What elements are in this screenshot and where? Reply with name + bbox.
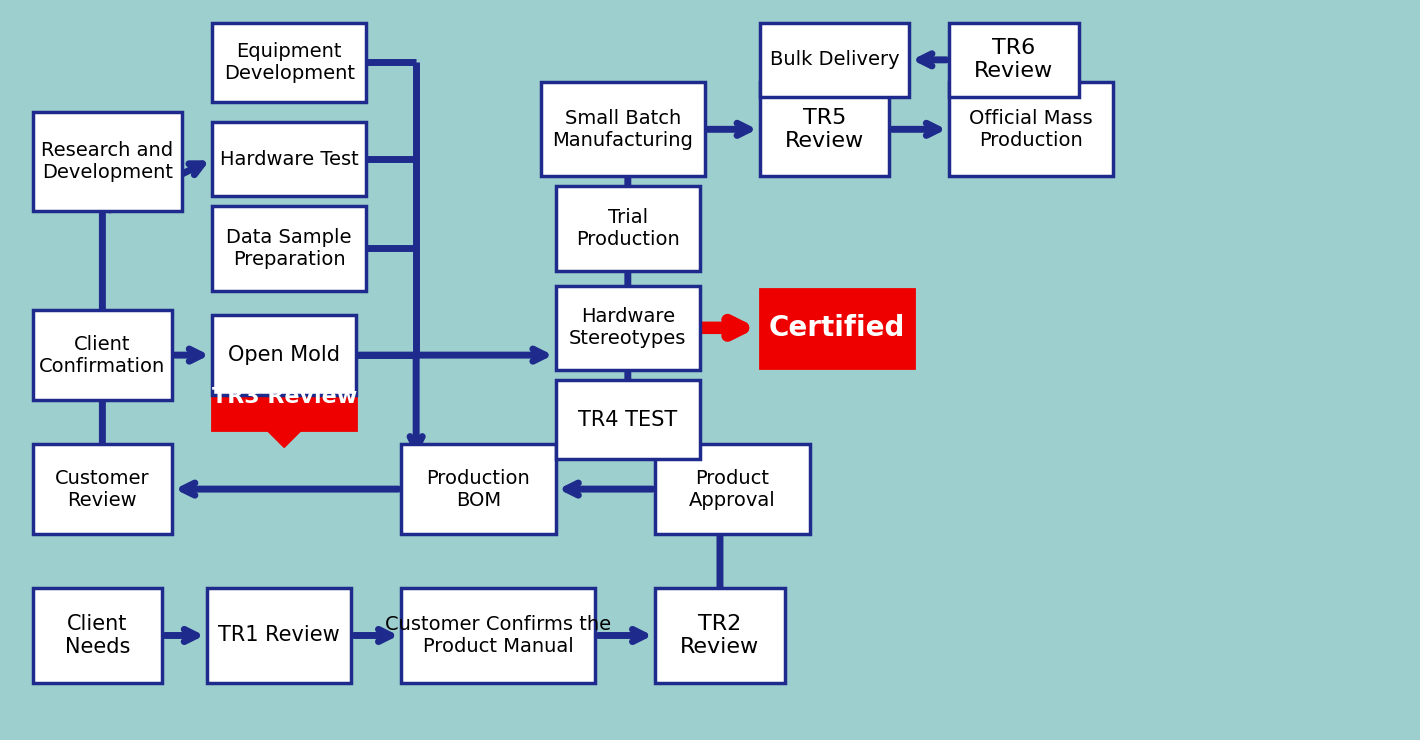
FancyBboxPatch shape	[207, 588, 351, 682]
Text: TR6
Review: TR6 Review	[974, 38, 1054, 81]
FancyBboxPatch shape	[760, 23, 909, 97]
Text: Client
Confirmation: Client Confirmation	[40, 334, 166, 376]
FancyBboxPatch shape	[33, 445, 172, 534]
Text: TR1 Review: TR1 Review	[219, 625, 339, 645]
FancyBboxPatch shape	[949, 82, 1113, 176]
Text: TR4 TEST: TR4 TEST	[578, 410, 677, 430]
FancyBboxPatch shape	[212, 23, 366, 102]
FancyBboxPatch shape	[949, 23, 1079, 97]
Text: Hardware
Stereotypes: Hardware Stereotypes	[569, 307, 686, 349]
Text: Trial
Production: Trial Production	[577, 208, 680, 249]
Text: Research and
Development: Research and Development	[41, 141, 173, 182]
Text: Client
Needs: Client Needs	[65, 614, 131, 657]
Text: TR5
Review: TR5 Review	[785, 108, 865, 151]
FancyBboxPatch shape	[402, 588, 595, 682]
FancyBboxPatch shape	[555, 186, 700, 271]
Text: Equipment
Development: Equipment Development	[224, 42, 355, 83]
Text: Product
Approval: Product Approval	[689, 468, 775, 510]
FancyBboxPatch shape	[760, 82, 889, 176]
Polygon shape	[266, 429, 302, 448]
Text: Small Batch
Manufacturing: Small Batch Manufacturing	[552, 109, 693, 149]
FancyBboxPatch shape	[541, 82, 704, 176]
Text: Customer
Review: Customer Review	[55, 468, 149, 510]
Text: TR3 Review: TR3 Review	[212, 387, 356, 407]
Text: Hardware Test: Hardware Test	[220, 149, 358, 169]
Text: Open Mold: Open Mold	[229, 345, 341, 365]
FancyBboxPatch shape	[33, 112, 182, 211]
FancyBboxPatch shape	[402, 445, 555, 534]
FancyBboxPatch shape	[212, 365, 356, 429]
FancyBboxPatch shape	[555, 380, 700, 460]
Text: TR2
Review: TR2 Review	[680, 614, 760, 657]
Text: Customer Confirms the
Product Manual: Customer Confirms the Product Manual	[385, 615, 612, 656]
FancyBboxPatch shape	[212, 315, 356, 395]
Text: Bulk Delivery: Bulk Delivery	[770, 50, 899, 70]
FancyBboxPatch shape	[212, 206, 366, 291]
Text: Official Mass
Production: Official Mass Production	[970, 109, 1093, 149]
FancyBboxPatch shape	[212, 122, 366, 196]
FancyBboxPatch shape	[33, 588, 162, 682]
FancyBboxPatch shape	[33, 311, 172, 400]
Text: Certified: Certified	[768, 314, 905, 343]
FancyBboxPatch shape	[655, 445, 809, 534]
FancyBboxPatch shape	[760, 289, 914, 368]
FancyBboxPatch shape	[655, 588, 785, 682]
Text: Production
BOM: Production BOM	[426, 468, 530, 510]
FancyBboxPatch shape	[555, 286, 700, 370]
Text: Data Sample
Preparation: Data Sample Preparation	[226, 228, 352, 269]
